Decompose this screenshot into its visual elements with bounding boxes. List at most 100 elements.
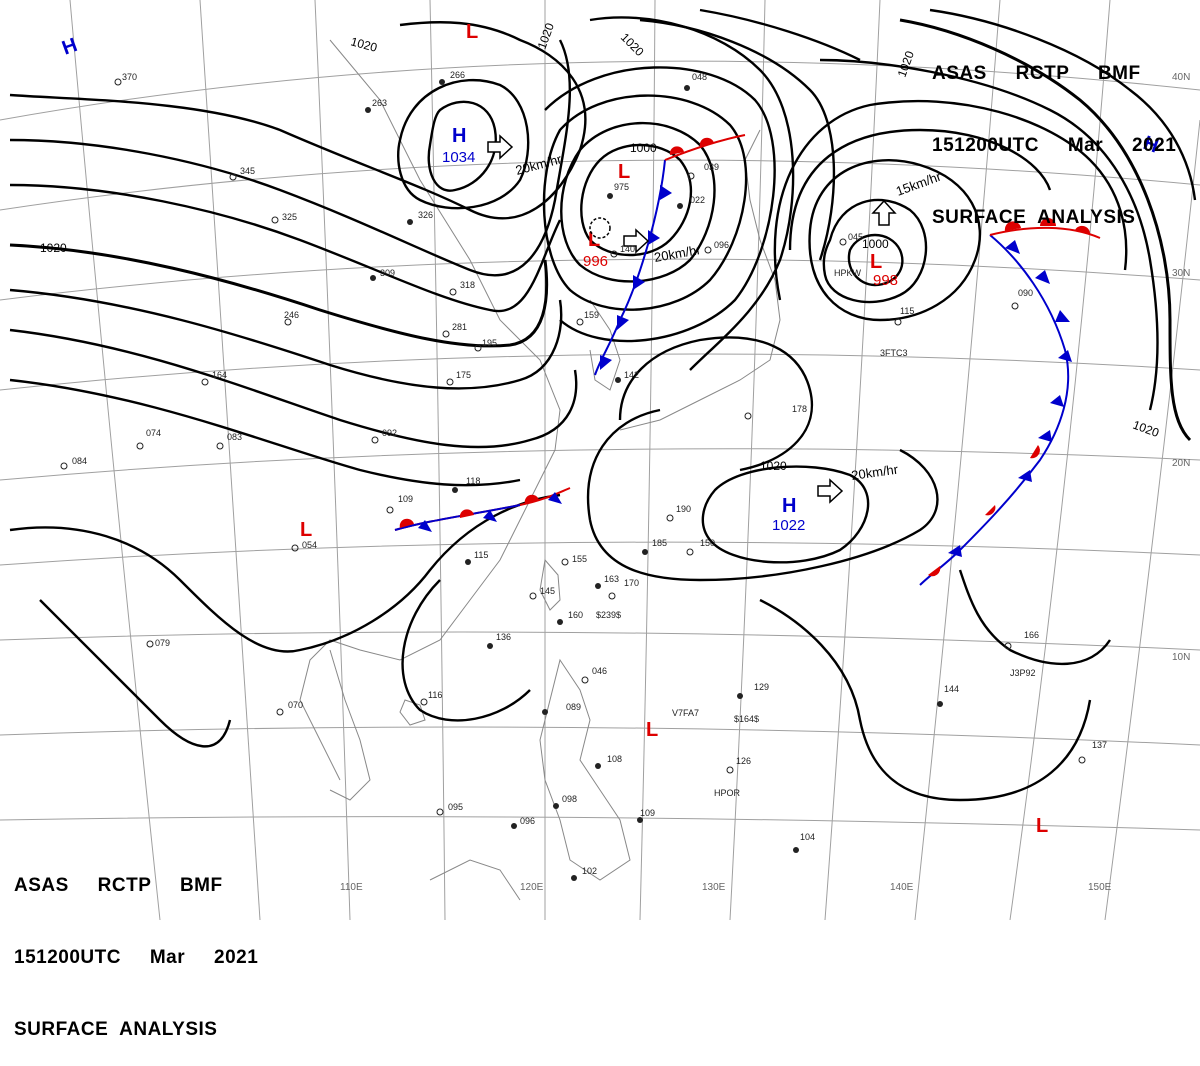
station-value: 083 xyxy=(227,432,242,442)
low-center-value: 996 xyxy=(583,253,608,270)
japan-coast xyxy=(619,129,781,431)
meridian-105e xyxy=(199,0,261,920)
station-value: 089 xyxy=(566,702,581,712)
station-value: 145 xyxy=(540,586,555,596)
station-value: 126 xyxy=(736,756,751,766)
station-value: 166 xyxy=(1024,630,1039,640)
station-value: 185 xyxy=(652,538,667,548)
low-center-label: L xyxy=(588,229,600,251)
movement-arrows xyxy=(487,134,897,504)
station-value: 170 xyxy=(624,578,639,588)
isobar xyxy=(401,579,531,722)
station-value: 159 xyxy=(584,310,599,320)
movement-speed: 20km/hr xyxy=(514,151,564,178)
isobar xyxy=(929,8,1197,201)
header-line-title: SURFACE ANALYSIS xyxy=(14,1019,218,1040)
isobars xyxy=(9,8,1197,802)
station-value: 074 xyxy=(146,428,161,438)
kalimantan-coast xyxy=(429,859,521,901)
station-id: $164$ xyxy=(734,714,759,724)
meridian-150e xyxy=(1104,119,1200,920)
isobar-label: 1020 xyxy=(760,459,787,473)
station-value: 142 xyxy=(624,370,639,380)
high-center-label: H xyxy=(452,125,466,147)
parallel-20n xyxy=(0,448,1200,481)
cold-front-triangles xyxy=(418,185,1072,557)
station-id: V7FA7 xyxy=(672,708,699,718)
arrow-icon xyxy=(623,228,650,254)
high-center-label: H xyxy=(782,495,796,517)
station-value: 022 xyxy=(690,195,705,205)
graticule xyxy=(0,0,1200,920)
low-center-label: L xyxy=(646,719,658,741)
station-value: 045 xyxy=(848,232,863,242)
high-center-value: 1034 xyxy=(442,149,475,166)
station-value: 318 xyxy=(460,280,475,290)
lon-label: 140E xyxy=(890,882,914,893)
station-value: 136 xyxy=(496,632,511,642)
lat-label: 30N xyxy=(1172,268,1190,279)
station-value: 109 xyxy=(398,494,413,504)
isobar-998-center xyxy=(847,233,904,287)
isobar xyxy=(808,159,981,322)
header-line-agency: ASAS RCTP BMF xyxy=(14,875,223,896)
station-value: 309 xyxy=(380,268,395,278)
station-value: 150 xyxy=(700,538,715,548)
meridian-130e xyxy=(729,0,766,920)
header-line-time: 151200UTC Mar 2021 xyxy=(14,947,259,968)
station-value: 070 xyxy=(288,700,303,710)
station-value: 116 xyxy=(428,690,442,700)
isobar xyxy=(588,448,939,582)
lon-label: 120E xyxy=(520,882,544,893)
isobar-label: 1020 xyxy=(895,49,917,79)
parallel-0 xyxy=(0,816,1200,831)
arrow-icon xyxy=(487,134,514,160)
isobar-label: 1020 xyxy=(535,21,557,51)
station-value: 155 xyxy=(572,554,587,564)
isobar xyxy=(586,408,661,521)
station-value: 118 xyxy=(466,476,480,486)
isobar-label: 1020 xyxy=(40,241,67,255)
isobar xyxy=(9,39,572,277)
lat-label: 10N xyxy=(1172,652,1190,663)
station-value: 195 xyxy=(482,338,497,348)
station-value: 046 xyxy=(592,666,607,676)
isobar xyxy=(9,288,563,390)
station-value: 104 xyxy=(800,832,815,842)
isobar-1020 xyxy=(899,18,1192,442)
isobar xyxy=(397,78,530,210)
station-value: 975 xyxy=(614,182,629,192)
station-value: 039 xyxy=(704,162,719,172)
low-center-label: L xyxy=(1036,815,1048,837)
station-value: 144 xyxy=(944,684,959,694)
meridian-100e xyxy=(69,0,161,920)
korea-coast xyxy=(589,299,621,391)
high-center-value: 1022 xyxy=(772,517,805,534)
isobar xyxy=(9,378,521,487)
station-value: 092 xyxy=(382,428,397,438)
station-value: 140 xyxy=(620,244,635,254)
isobar xyxy=(822,198,928,304)
station-value: 325 xyxy=(282,212,297,222)
low-center-value: 998 xyxy=(873,272,898,289)
station-value: 115 xyxy=(900,306,914,316)
station-value: 263 xyxy=(372,98,387,108)
station-value: 326 xyxy=(418,210,433,220)
isobar-label: 1020 xyxy=(349,34,379,55)
lon-label: 130E xyxy=(702,882,726,893)
station-ids: V7FA7 $164$ $239$ HPOR J3P92 3FTC3 HPKW xyxy=(596,268,1036,798)
high-center-label: H xyxy=(59,34,80,60)
isobar xyxy=(759,598,1092,802)
meridian-110e xyxy=(314,0,351,920)
station-value: 109 xyxy=(640,808,655,818)
station-value: 079 xyxy=(155,638,170,648)
low-center-label: L xyxy=(300,519,312,541)
station-value: 370 xyxy=(122,72,137,82)
indochina-coast xyxy=(329,649,371,801)
isobar-1022-center xyxy=(701,465,870,564)
station-id: J3P92 xyxy=(1010,668,1036,678)
isobar xyxy=(699,8,861,62)
isobar xyxy=(958,569,1111,666)
station-id: HPKW xyxy=(834,268,862,278)
philippines-coast xyxy=(539,658,631,881)
